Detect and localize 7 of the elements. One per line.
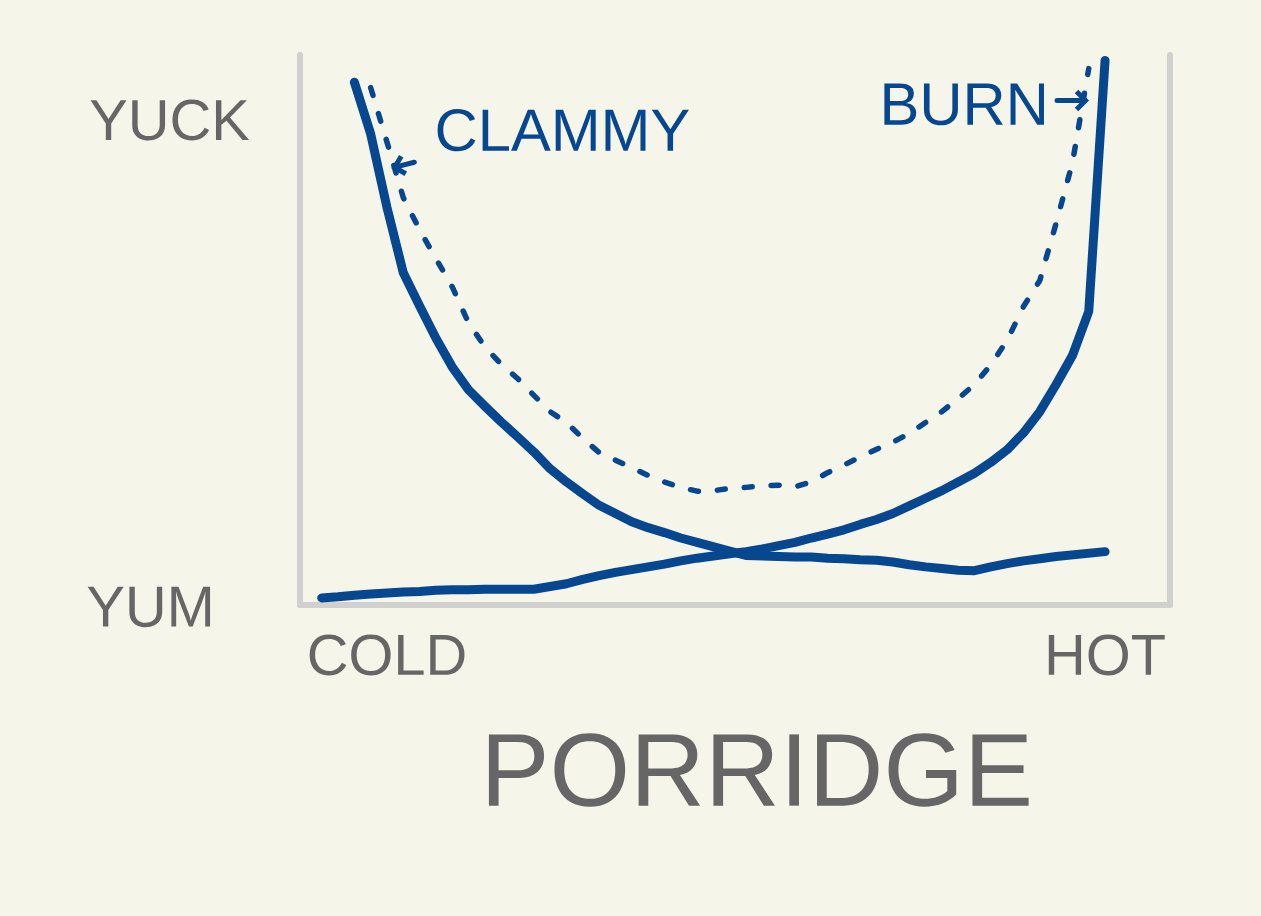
- x-tick-label: HOT: [1048, 634, 1165, 676]
- series-label: BURN: [884, 83, 1044, 126]
- x-axis-title: PORRIDGE: [488, 733, 1029, 807]
- text: YUM: [87, 586, 211, 628]
- text: YUCK: [90, 99, 250, 141]
- x-tick-label: COLD: [309, 634, 465, 676]
- legend-label: CLAMMY: [437, 109, 689, 152]
